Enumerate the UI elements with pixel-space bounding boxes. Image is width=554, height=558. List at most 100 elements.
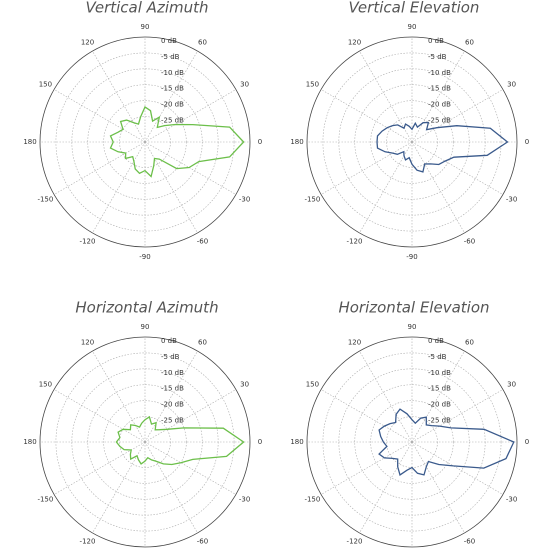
theta-tick-label: -30 — [239, 496, 250, 504]
theta-tick-label: -150 — [304, 496, 320, 504]
r-tick-label: -25 dB — [161, 117, 184, 125]
outer-circle — [306, 36, 518, 248]
grid-ring — [55, 352, 235, 532]
theta-tick-label: -30 — [506, 196, 517, 204]
r-tick-label: -20 dB — [428, 401, 451, 409]
theta-tick-label: 0 — [525, 138, 529, 146]
theta-tick-label: 60 — [198, 338, 207, 346]
outer-circle — [39, 336, 251, 548]
chart-title: Horizontal Elevation — [338, 299, 489, 317]
outer-circle — [306, 336, 518, 548]
spoke — [92, 141, 146, 234]
theta-tick-label: 30 — [507, 381, 516, 389]
r-tick-label: -25 dB — [428, 417, 451, 425]
theta-tick-label: 120 — [81, 338, 94, 346]
theta-tick-label: -150 — [37, 496, 53, 504]
spoke — [144, 441, 237, 495]
theta-tick-label: 150 — [306, 81, 319, 89]
theta-tick-label: -60 — [197, 238, 208, 246]
theta-tick-label: 60 — [465, 338, 474, 346]
chart-title: Vertical Azimuth — [85, 0, 208, 17]
pattern-line — [115, 415, 245, 466]
spoke — [359, 441, 413, 534]
r-tick-label: -10 dB — [428, 69, 451, 77]
r-tick-label: -5 dB — [428, 53, 447, 61]
grid-ring — [55, 52, 235, 232]
r-tick-label: -15 dB — [161, 385, 184, 393]
r-tick-label: 0 dB — [161, 37, 177, 45]
grid-ring — [322, 52, 502, 232]
theta-tick-label: -60 — [464, 538, 475, 546]
spoke — [359, 350, 413, 443]
theta-tick-label: -120 — [347, 538, 363, 546]
spoke — [411, 441, 465, 534]
spoke — [53, 441, 146, 495]
r-tick-label: -15 dB — [428, 385, 451, 393]
r-tick-label: -15 dB — [428, 85, 451, 93]
theta-tick-label: 120 — [81, 38, 94, 46]
theta-tick-label: -90 — [139, 253, 150, 261]
pattern-line — [376, 121, 509, 173]
chart-title: Horizontal Azimuth — [75, 299, 218, 317]
grid-ring — [322, 352, 502, 532]
spoke — [411, 50, 465, 143]
theta-tick-label: -60 — [197, 538, 208, 546]
theta-tick-label: 90 — [141, 323, 150, 331]
spoke — [411, 350, 465, 443]
pattern-line — [378, 408, 515, 476]
grid-ring — [370, 400, 454, 484]
theta-tick-label: 90 — [141, 23, 150, 31]
theta-tick-label: 120 — [348, 338, 361, 346]
r-tick-label: -10 dB — [161, 369, 184, 377]
theta-tick-label: 180 — [23, 138, 36, 146]
theta-tick-label: 30 — [240, 381, 249, 389]
theta-tick-label: 180 — [23, 438, 36, 446]
theta-tick-label: 150 — [39, 381, 52, 389]
spoke — [92, 350, 146, 443]
spoke — [53, 389, 146, 443]
spoke — [320, 141, 413, 195]
theta-tick-label: -120 — [347, 238, 363, 246]
theta-tick-label: 90 — [408, 23, 417, 31]
theta-tick-label: 180 — [290, 438, 303, 446]
theta-tick-label: 150 — [306, 381, 319, 389]
theta-tick-label: -90 — [406, 253, 417, 261]
r-tick-label: -20 dB — [428, 101, 451, 109]
r-tick-label: -5 dB — [428, 353, 447, 361]
spoke — [320, 89, 413, 143]
theta-tick-label: 60 — [198, 38, 207, 46]
grid-ring — [370, 100, 454, 184]
r-tick-label: 0 dB — [161, 337, 177, 345]
theta-tick-label: -30 — [506, 496, 517, 504]
grid-ring — [103, 400, 187, 484]
theta-tick-label: 30 — [240, 81, 249, 89]
theta-tick-label: 30 — [507, 81, 516, 89]
theta-tick-label: -150 — [37, 196, 53, 204]
spoke — [144, 389, 237, 443]
r-tick-label: -5 dB — [161, 53, 180, 61]
r-tick-label: -20 dB — [161, 101, 184, 109]
spoke — [144, 50, 198, 143]
spoke — [411, 141, 504, 195]
spoke — [320, 441, 413, 495]
spoke — [53, 89, 146, 143]
spoke — [411, 89, 504, 143]
spoke — [411, 141, 465, 234]
theta-tick-label: 180 — [290, 138, 303, 146]
r-tick-label: -15 dB — [161, 85, 184, 93]
spoke — [359, 141, 413, 234]
r-tick-label: -25 dB — [428, 117, 451, 125]
theta-tick-label: 0 — [258, 138, 262, 146]
spoke — [144, 141, 237, 195]
r-tick-label: -20 dB — [161, 401, 184, 409]
outer-circle — [39, 36, 251, 248]
theta-tick-label: -60 — [464, 238, 475, 246]
spoke — [144, 441, 198, 534]
spoke — [359, 50, 413, 143]
spoke — [144, 350, 198, 443]
r-tick-label: 0 dB — [428, 37, 444, 45]
spoke — [53, 141, 146, 195]
spoke — [92, 50, 146, 143]
theta-tick-label: -120 — [80, 538, 96, 546]
